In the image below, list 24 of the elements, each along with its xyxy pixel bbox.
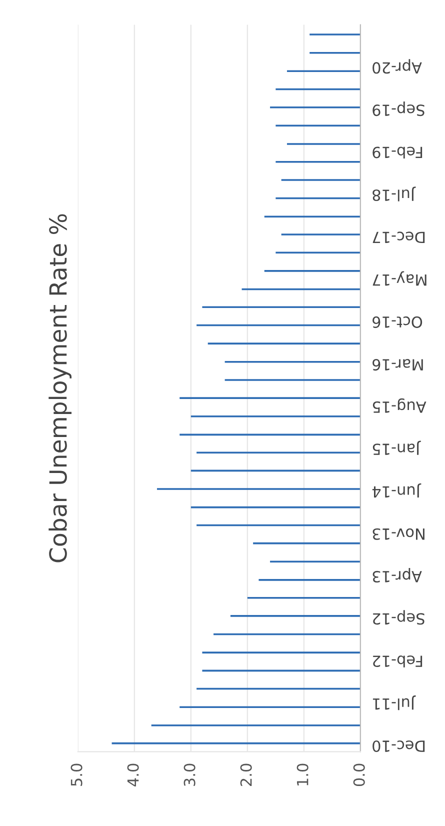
y-tick-label: Mar-16 [372,359,423,371]
y-tick-label: Oct-16 [372,316,422,328]
x-tick-label: 5.0 [70,764,82,786]
y-tick-label: Apr-20 [372,59,422,74]
y-tick-label: Jan-15 [372,440,421,455]
y-tick-label: Jun-14 [372,483,422,498]
y-tick-label: Dec-10 [372,740,425,752]
x-tick-label: 2.0 [240,764,252,786]
y-tick-label: Sep-12 [373,610,424,625]
text: Cobar Unemployment Rate % [48,214,72,562]
y-tick-label: Dec-17 [372,232,425,244]
y-tick-label: Jul-11 [372,695,416,710]
y-tick-label: Feb-12 [373,655,422,668]
y-tick-label: Aug-15 [372,398,426,413]
y-tick-label: Sep-19 [372,102,424,116]
y-tick-label: Jul-18 [372,186,416,202]
x-tick-label: 3.0 [184,764,196,786]
y-tick-label: Nov-13 [372,528,424,540]
x-tick-label: 1.0 [296,764,308,786]
y-tick-label: Feb-19 [372,146,422,159]
y-tick-label: Apr-13 [372,568,422,582]
y-tick-label: May-17 [372,271,426,286]
x-tick-label: 0.0 [353,764,365,786]
x-tick-label: 4.0 [127,764,139,786]
